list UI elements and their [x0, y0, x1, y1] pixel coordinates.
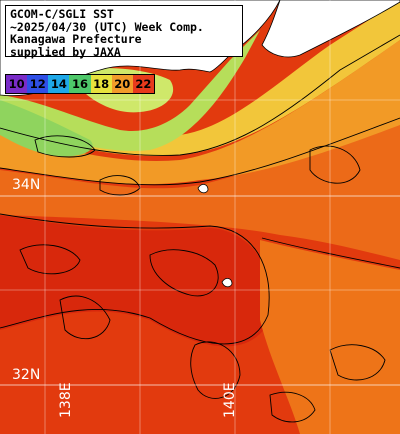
lon-label-138e: 138E — [58, 382, 74, 418]
legend-item-18: 18 — [90, 75, 112, 93]
temperature-legend: 10 12 14 16 18 20 22 — [5, 74, 155, 94]
map-title-box: GCOM-C/SGLI SST ~2025/04/30 (UTC) Week C… — [5, 5, 243, 59]
sea-cold-coastal — [0, 30, 260, 151]
lon-label-140e: 140E — [222, 382, 238, 418]
legend-item-10: 10 — [6, 75, 28, 93]
legend-item-22: 22 — [132, 75, 154, 93]
lat-label-34n: 34N — [12, 177, 41, 193]
legend-item-20: 20 — [111, 75, 133, 93]
title-line-1: GCOM-C/SGLI SST — [10, 7, 114, 21]
lat-label-32n: 32N — [12, 367, 41, 383]
land-miyake-island — [221, 278, 233, 288]
legend-item-12: 12 — [27, 75, 49, 93]
sst-contours — [0, 34, 400, 423]
land-izu-island — [197, 184, 209, 194]
title-line-4: supplied by JAXA — [10, 44, 121, 59]
sea-mid-east — [260, 240, 400, 434]
sea-warm-core — [0, 215, 272, 347]
land-boso — [261, 0, 400, 58]
legend-item-14: 14 — [48, 75, 70, 93]
title-line-2: ~2025/04/30 (UTC) Week Comp. — [10, 19, 204, 34]
legend-item-16: 16 — [69, 75, 91, 93]
title-line-3: Kanagawa Prefecture — [10, 32, 142, 46]
sea-cool-band — [0, 40, 400, 185]
sea-yellow-band — [0, 0, 400, 156]
sea-green-patch — [0, 100, 93, 157]
